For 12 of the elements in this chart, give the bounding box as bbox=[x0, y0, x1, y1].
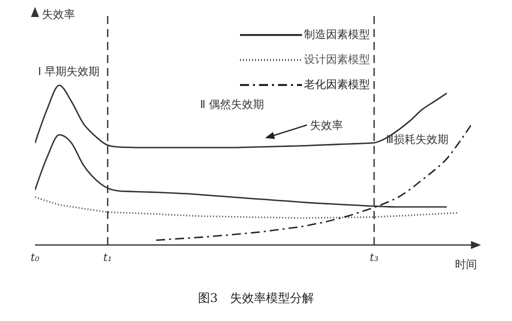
x-tick-label: t₃ bbox=[370, 250, 379, 264]
annotation: Ⅱ 偶然失效期 bbox=[200, 98, 264, 111]
text: Ⅰ 早期失效期 bbox=[38, 65, 100, 78]
text: 图3 失效率模型分解 bbox=[197, 290, 315, 307]
text: 老化因素模型 bbox=[304, 77, 370, 92]
text: 失效率 bbox=[42, 8, 75, 21]
x-tick-label: t₁ bbox=[103, 250, 112, 264]
x-axis-title: 时间 bbox=[455, 258, 477, 271]
text: 制造因素模型 bbox=[304, 27, 370, 42]
x-tick-label: t₀ bbox=[30, 250, 40, 264]
annotation: 失效率 bbox=[310, 119, 343, 132]
text: 设计因素模型 bbox=[304, 52, 370, 67]
